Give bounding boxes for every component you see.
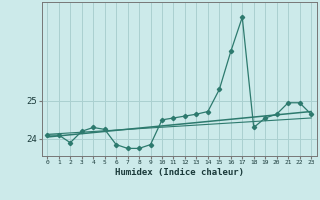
- X-axis label: Humidex (Indice chaleur): Humidex (Indice chaleur): [115, 168, 244, 177]
